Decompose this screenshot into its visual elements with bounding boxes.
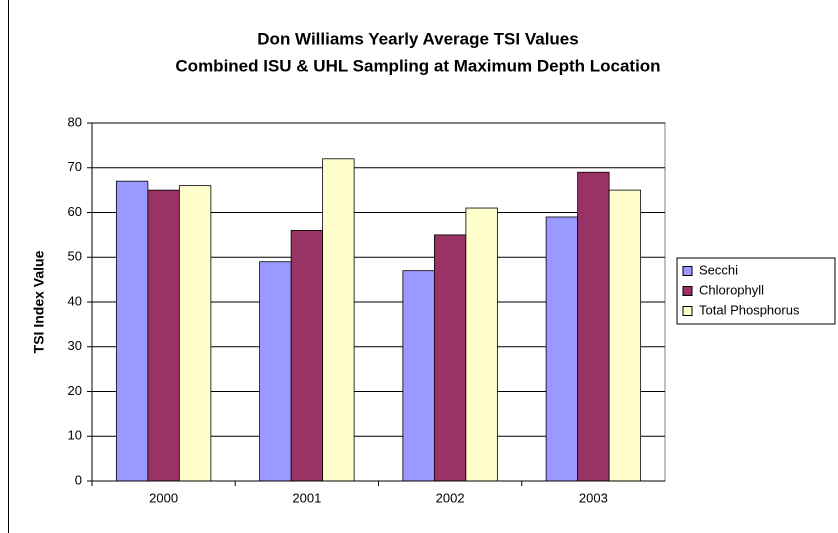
y-tick-label: 70 <box>68 159 82 174</box>
bar <box>322 158 355 482</box>
bar <box>608 189 642 482</box>
chart-subtitle: Combined ISU & UHL Sampling at Maximum D… <box>175 56 660 75</box>
legend-label: Chlorophyll <box>699 282 764 297</box>
bar <box>115 180 149 482</box>
bar <box>147 189 180 482</box>
x-tick-label: 2003 <box>579 490 608 505</box>
y-tick-label: 0 <box>75 472 82 487</box>
y-axis-label: TSI Index Value <box>31 250 47 353</box>
chart-title: Don Williams Yearly Average TSI Values <box>257 29 578 48</box>
bar <box>465 207 498 482</box>
x-tick-label: 2002 <box>436 490 465 505</box>
x-tick-label: 2000 <box>149 490 178 505</box>
bar <box>402 270 435 482</box>
y-tick-label: 10 <box>68 428 82 443</box>
bar <box>178 185 212 482</box>
legend-label: Secchi <box>699 262 738 277</box>
bar <box>433 234 467 482</box>
y-tick-label: 60 <box>68 204 82 219</box>
bar <box>290 229 324 482</box>
legend-label: Total Phosphorus <box>699 302 800 317</box>
bar <box>259 261 292 482</box>
bar <box>545 216 579 482</box>
y-tick-label: 80 <box>68 114 82 129</box>
y-tick-label: 20 <box>68 383 82 398</box>
y-tick-label: 50 <box>68 249 82 264</box>
legend-swatch <box>682 306 693 316</box>
y-tick-label: 30 <box>68 338 82 353</box>
y-tick-label: 40 <box>68 293 82 308</box>
legend-swatch <box>682 286 693 296</box>
bar <box>577 171 610 482</box>
x-tick-label: 2001 <box>292 490 321 505</box>
legend-swatch <box>682 266 693 276</box>
legend-box <box>676 257 836 325</box>
